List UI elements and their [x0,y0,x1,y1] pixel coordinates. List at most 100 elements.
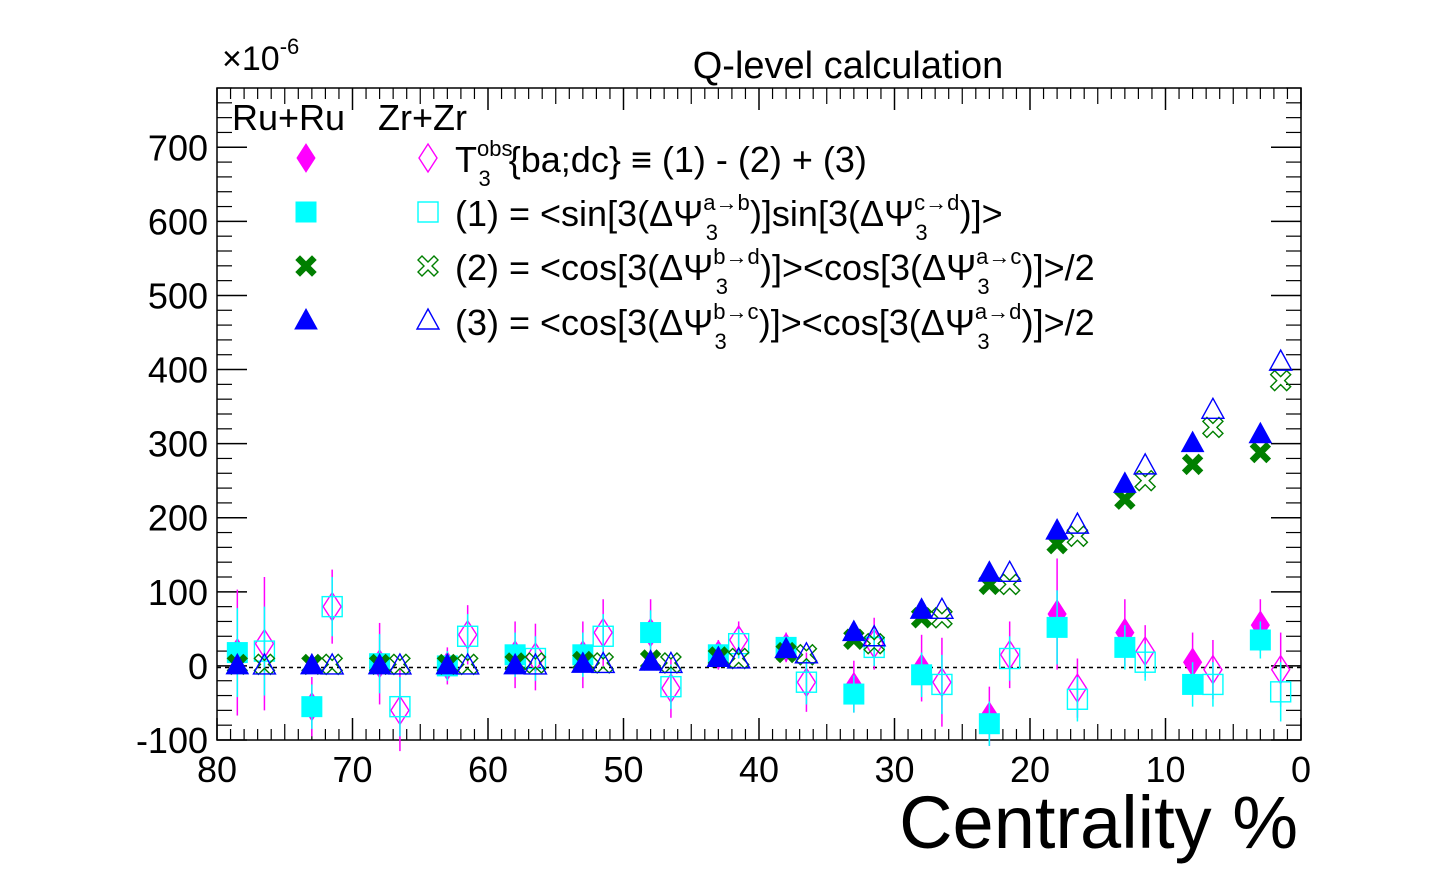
y-tick-label: 200 [148,498,208,539]
data-point [640,622,662,644]
data-point [456,625,479,647]
y-tick-label: 400 [148,350,208,391]
y-tick-label: 500 [148,275,208,316]
data-point [1249,441,1272,464]
data-point [225,652,250,675]
x-axis-label: Centrality % [899,781,1298,864]
data-point [1202,673,1224,696]
data-point [1180,430,1205,453]
legend-marker-ruru [296,143,316,173]
data-point [1269,681,1292,703]
legend-header-ruru: Ru+Ru [232,97,345,138]
x-tick-label: 50 [603,749,643,790]
data-point [1134,651,1156,673]
data-point [1268,348,1293,371]
series-triangle-open [252,348,1293,675]
legend-entry-t3obs: Tobs 3 {ba;dc} ≡ (1) - (2) + (3) [455,136,867,191]
data-point [1200,396,1226,419]
data-point [389,695,411,718]
legend: Ru+Ru Zr+Zr Tobs 3 {ba;dc} ≡ (1) - (2) + (… [232,97,1095,354]
legend-marker-zrzr [417,201,439,223]
series-triangle-filled [225,421,1273,675]
legend-marker-zrzr [418,142,438,174]
data-point [1132,452,1158,475]
data-point [321,595,343,618]
data-point [638,649,663,671]
data-point [931,673,953,696]
axes: 80 70 60 50 40 30 20 10 0-1000100200300400500600… [136,87,1311,790]
data-point [300,652,324,675]
data-point [863,636,885,659]
data-point [909,597,934,619]
data-point [863,632,886,655]
legend-marker-zrzr [415,307,441,330]
legend-entry-1: (1) = <sin[3(ΔΨa→b 3)]sin[3(ΔΨc→d 3)]> [455,190,1003,245]
data-point [524,651,547,674]
data-point [301,696,323,718]
y-tick-label: 700 [148,127,208,168]
data-point [1046,616,1068,638]
data-point [1065,511,1090,534]
legend-header-zrzr: Zr+Zr [378,97,467,138]
data-point [1045,518,1069,540]
data-point [592,625,614,647]
data-markers [225,348,1293,752]
chart-title: Q-level calculation [693,45,1003,87]
data-point [911,664,933,686]
data-point [978,713,1000,735]
x-tick-label: 30 [874,749,914,790]
data-point [726,646,751,669]
data-point [977,560,1002,582]
data-point [658,650,684,674]
data-point [1181,453,1204,476]
data-point [1249,629,1271,651]
data-point [794,641,819,664]
data-point [571,651,595,673]
y-tick-label: 100 [148,572,208,613]
x-tick-label: 60 [468,749,508,790]
data-point [1201,416,1224,439]
data-point [319,652,345,675]
x-tick-label: 40 [739,749,779,790]
data-point [1248,421,1273,444]
data-point [795,671,818,693]
legend-markers [294,142,441,330]
data-point [321,653,344,676]
data-point [795,643,818,666]
data-point [1269,369,1292,392]
data-point [842,619,866,642]
data-point [1134,469,1157,492]
data-point [1182,673,1204,695]
data-point [861,624,887,647]
data-point [503,652,527,675]
legend-entry-2: (2) = <cos[3(ΔΨb→d 3)]><cos[3(ΔΨa→c 3)]>/2 [455,244,1095,299]
legend-marker-ruru [294,307,318,330]
y-tick-label: 300 [148,424,208,465]
data-point [387,652,413,675]
data-point [524,647,547,670]
data-point [252,652,277,675]
data-point [1114,636,1136,658]
data-point [1066,688,1089,710]
data-point [774,636,798,659]
x-tick-label: 0 [1291,749,1311,790]
legend-marker-zrzr [417,255,439,277]
data-point [998,647,1021,670]
legend-marker-ruru [295,201,317,223]
data-point [998,573,1021,596]
data-point [997,559,1022,582]
data-point [929,596,955,620]
y-tick-label: -100 [136,720,208,761]
data-point [706,645,731,667]
data-point [523,652,548,675]
data-point [660,675,682,698]
data-point [843,683,865,705]
legend-marker-ruru [295,255,317,277]
data-point [590,650,616,674]
y-multiplier: ×10-6 [222,34,299,78]
data-point [1066,525,1089,548]
x-tick-label: 20 [1010,749,1050,790]
data-point [1113,471,1137,493]
y-tick-label: 600 [148,201,208,242]
